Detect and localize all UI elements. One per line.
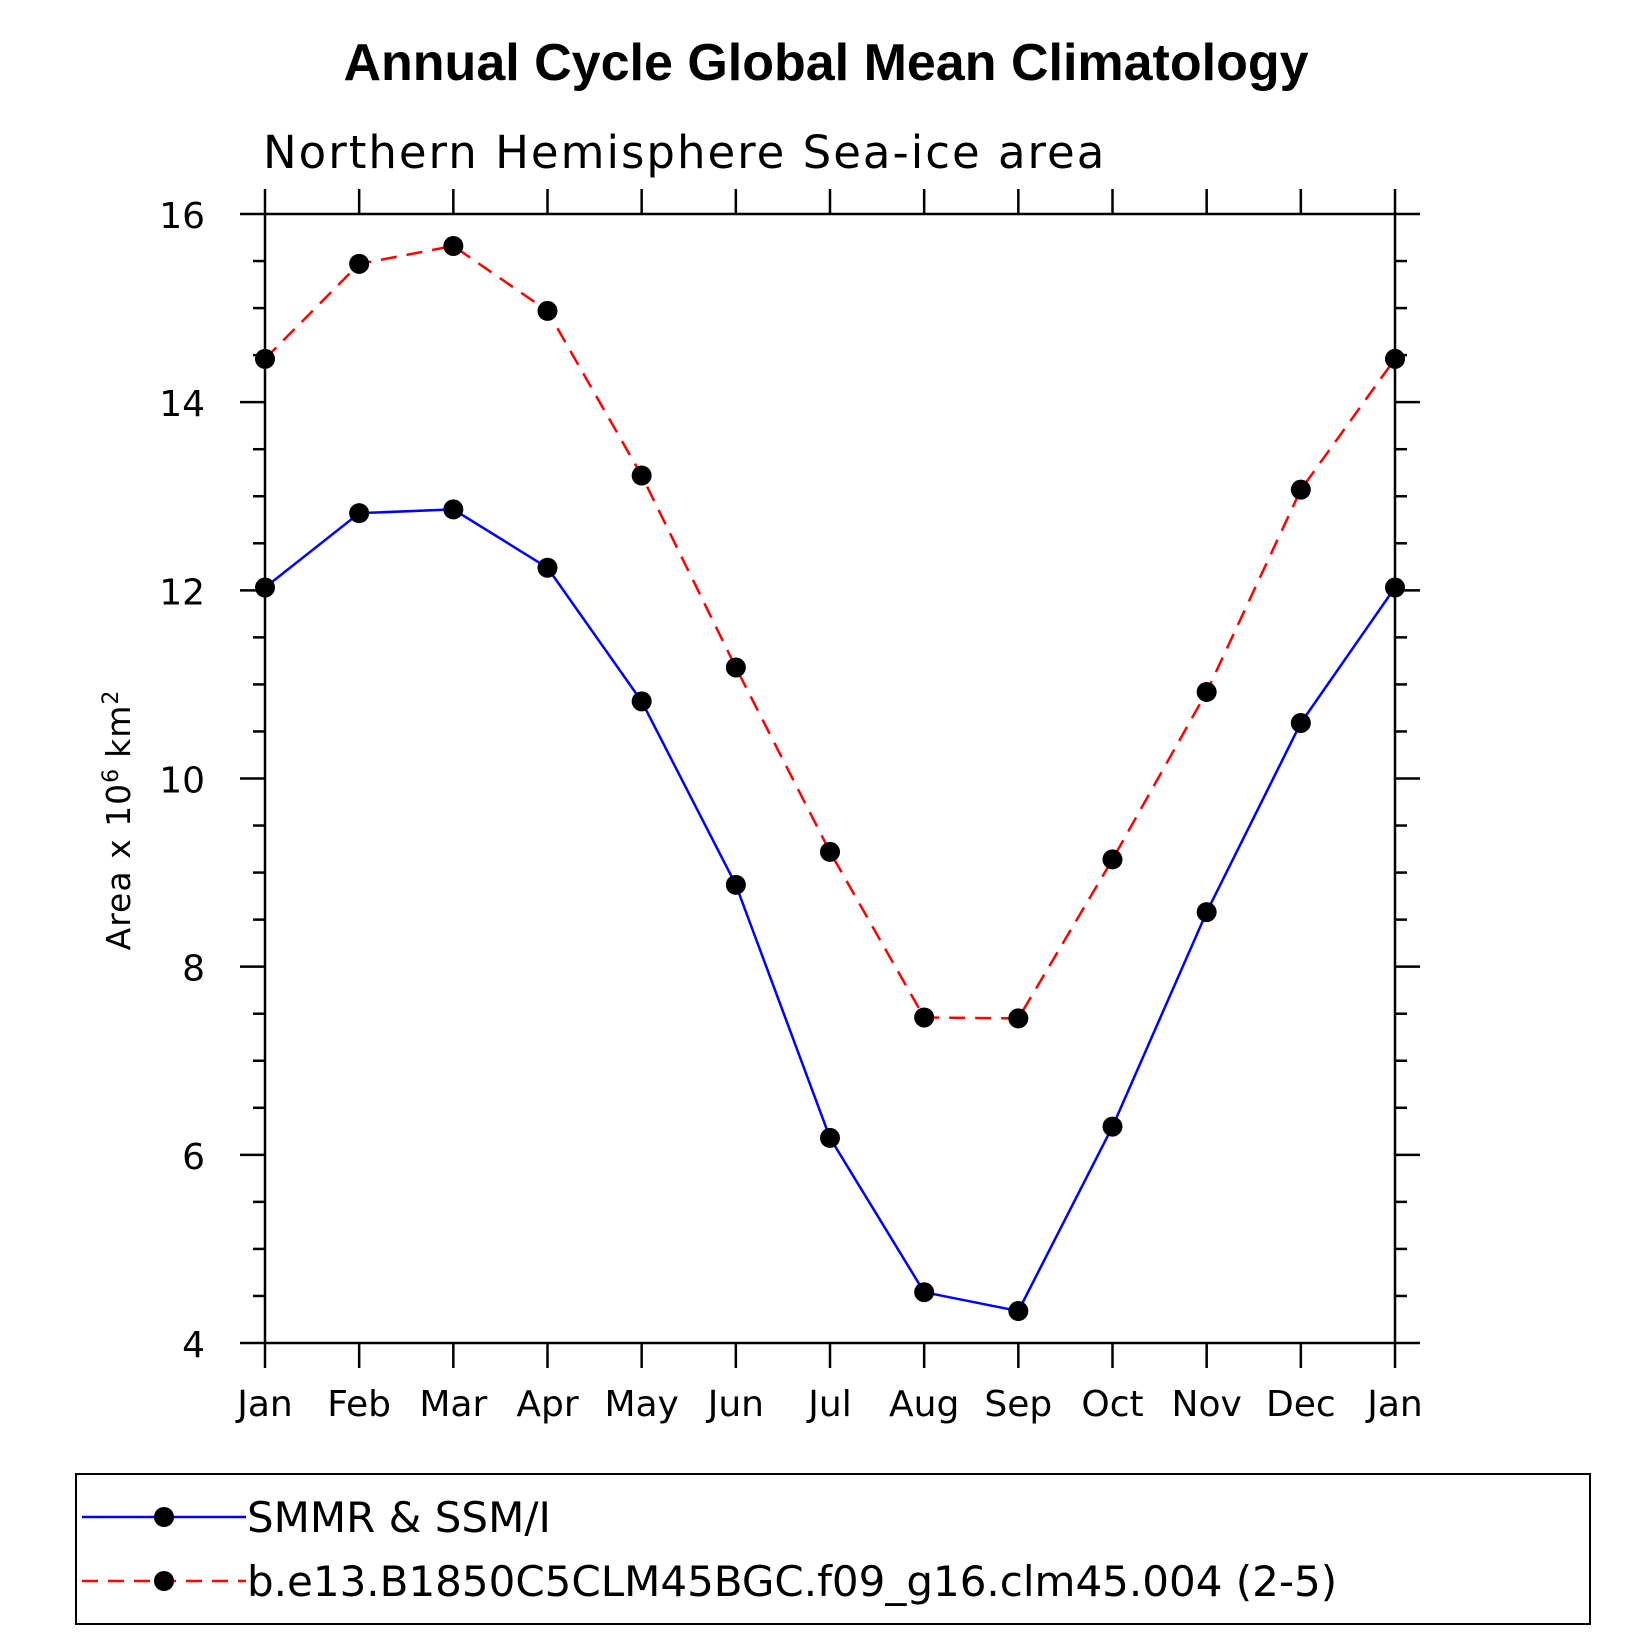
- y-tick-label: 10: [159, 761, 205, 802]
- series-line-1: [264, 244, 1397, 1020]
- legend-marker-model: [154, 1571, 174, 1591]
- y-tick-label: 6: [182, 1137, 205, 1178]
- y-axis-label-prefix: Area x 10: [99, 783, 138, 950]
- series-0-point: [725, 874, 746, 895]
- series-0-point: [255, 577, 275, 598]
- x-tick-label: Jun: [706, 1384, 764, 1425]
- y-axis-label-unit-exponent: 2: [99, 690, 124, 705]
- series-1-point: [1008, 1008, 1029, 1029]
- legend-marker-observed: [154, 1507, 174, 1527]
- series-0-point: [1290, 712, 1311, 733]
- series-line-0: [264, 508, 1397, 1313]
- y-tick-label: 8: [182, 949, 205, 990]
- y-tick-label: 16: [159, 196, 205, 237]
- axes: Jan Feb Mar Apr May Jun Jul Aug Sep Oct Nov Dec Jan 4…: [159, 189, 1423, 1425]
- y-tick-label: 4: [182, 1325, 205, 1366]
- series-1-point: [1196, 681, 1217, 702]
- y-axis-label-unit: km: [99, 705, 138, 758]
- series-0-point: [1196, 902, 1217, 923]
- series-0-point: [537, 557, 558, 578]
- y-tick-label: 12: [159, 572, 205, 613]
- series-0-point: [349, 503, 370, 524]
- series-1-point: [725, 657, 746, 678]
- series-1-point: [255, 348, 275, 369]
- legend-box: [75, 1473, 1591, 1625]
- series-1-point: [1290, 479, 1311, 500]
- series-0-point: [631, 691, 652, 712]
- series-0-point: [820, 1127, 840, 1148]
- series-1-point: [820, 841, 840, 862]
- x-tick-label: Dec: [1266, 1384, 1336, 1425]
- chart-subtitle: Northern Hemisphere Sea-ice area: [263, 126, 1106, 179]
- x-tick-label: Sep: [984, 1384, 1052, 1425]
- series-1-point: [914, 1007, 935, 1028]
- x-tick-label: Feb: [327, 1384, 391, 1425]
- x-tick-label: Oct: [1081, 1384, 1143, 1425]
- x-tick-label: Mar: [419, 1384, 487, 1425]
- series-1-point: [631, 465, 652, 486]
- x-tick-label: Aug: [889, 1384, 959, 1425]
- series-0-point: [1102, 1116, 1123, 1137]
- series-0-point: [443, 499, 464, 520]
- series-1-point: [443, 235, 464, 256]
- series-1-point: [349, 253, 370, 274]
- x-tick-label: Apr: [516, 1384, 578, 1425]
- series-1-point: [1102, 849, 1123, 870]
- x-tick-label: Jul: [806, 1384, 851, 1425]
- x-tick-label: Nov: [1172, 1384, 1242, 1425]
- series-1-point: [537, 300, 558, 321]
- x-tick-label: Jan: [235, 1384, 293, 1425]
- series-1-point: [1385, 348, 1405, 369]
- series-0-point: [1008, 1301, 1029, 1322]
- legend-label-observed: SMMR & SSM/I: [247, 1493, 551, 1542]
- plot-frame: [263, 212, 1397, 1345]
- x-tick-label: May: [604, 1384, 678, 1425]
- y-axis-label-exponent: 6: [99, 768, 124, 783]
- x-tick-label: Jan: [1365, 1384, 1423, 1425]
- series-0-point: [914, 1282, 935, 1303]
- series-lines: [255, 235, 1405, 1322]
- series-0-point: [1385, 577, 1405, 598]
- chart-title: Annual Cycle Global Mean Climatology: [343, 34, 1308, 92]
- y-axis-label: Area x 106 km2: [99, 690, 139, 951]
- legend-label-model: b.e13.B1850C5CLM45BGC.f09_g16.clm45.004 …: [247, 1557, 1337, 1606]
- y-tick-label: 14: [159, 384, 205, 425]
- legend: SMMR & SSM/I b.e13.B1850C5CLM45BGC.f09_g…: [75, 1473, 1591, 1625]
